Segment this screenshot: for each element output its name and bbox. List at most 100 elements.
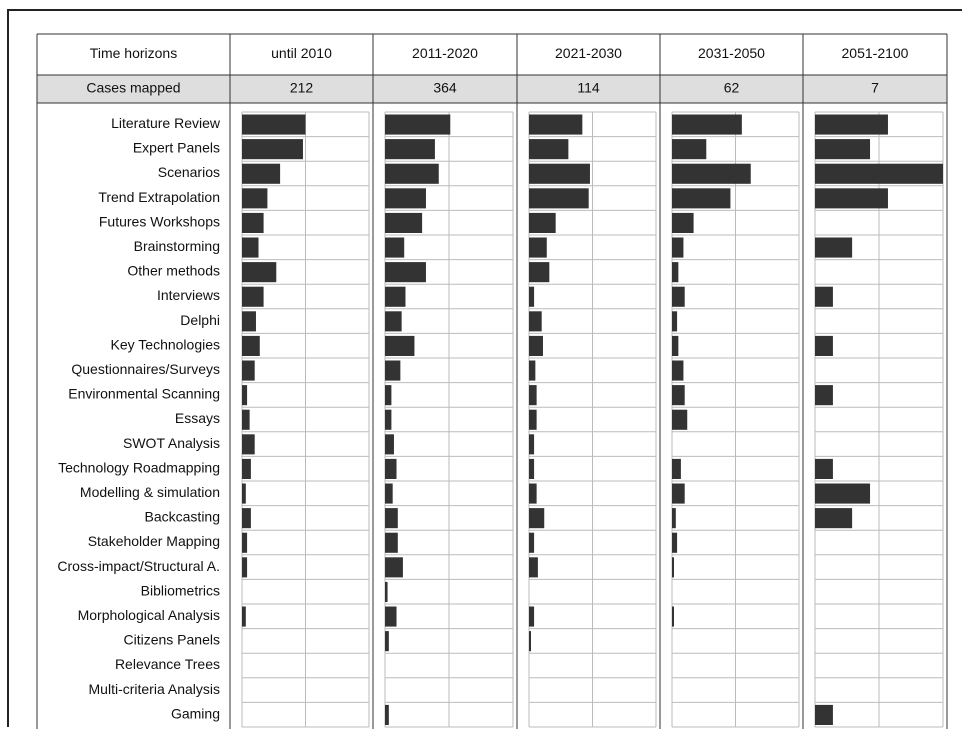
cases-mapped-value: 364 (433, 80, 457, 96)
method-label: Other methods (127, 263, 220, 279)
bar (242, 360, 255, 381)
bar (385, 385, 392, 406)
bar (242, 483, 246, 504)
method-label: SWOT Analysis (123, 435, 220, 451)
bar (672, 360, 684, 381)
bar (385, 237, 405, 258)
bar (385, 434, 394, 455)
bar (672, 606, 674, 627)
bar (242, 532, 248, 553)
cases-mapped-value: 114 (577, 80, 600, 96)
bar (529, 532, 535, 553)
bar (242, 557, 248, 578)
method-label: Key Technologies (111, 336, 220, 352)
bar (242, 286, 264, 307)
bar (385, 458, 397, 479)
horizon-header: 2011-2020 (412, 45, 478, 61)
figure-frame: Time horizons Cases mapped until 2010 212 20… (7, 9, 962, 729)
bar (242, 212, 264, 233)
bar (529, 360, 536, 381)
bar (242, 458, 251, 479)
method-label: Literature Review (111, 115, 221, 131)
header-label: Time horizons (90, 45, 177, 61)
bar (529, 508, 545, 529)
cases-mapped-label: Cases mapped (86, 80, 180, 96)
bar (815, 163, 943, 184)
method-label: Backcasting (145, 509, 220, 525)
bar (672, 532, 678, 553)
bar (815, 114, 888, 135)
method-label: Expert Panels (133, 140, 220, 156)
bar (242, 508, 251, 529)
method-label: Futures Workshops (99, 213, 220, 229)
bar (672, 163, 751, 184)
bar (385, 286, 406, 307)
bar (672, 114, 742, 135)
cases-mapped-value: 7 (871, 80, 879, 96)
bar (672, 557, 674, 578)
bar (242, 385, 248, 406)
bar (815, 335, 833, 356)
bar (672, 483, 685, 504)
cases-mapped-value: 62 (724, 80, 740, 96)
bar (672, 335, 679, 356)
horizon-header: 2031-2050 (698, 45, 765, 61)
bar (385, 139, 435, 160)
bar (672, 188, 731, 209)
bar (815, 237, 853, 258)
bar (815, 139, 871, 160)
bar (815, 483, 871, 504)
cases-mapped-value: 212 (290, 80, 314, 96)
method-label: Interviews (157, 287, 220, 303)
bar (529, 139, 569, 160)
bar (529, 237, 547, 258)
bar (385, 188, 426, 209)
bar (672, 458, 681, 479)
bar (529, 458, 535, 479)
bar (815, 704, 833, 725)
bar (242, 434, 255, 455)
bar (529, 557, 538, 578)
bar (385, 508, 398, 529)
bar (672, 409, 688, 430)
bar (672, 262, 679, 283)
bar (529, 434, 535, 455)
bar (529, 212, 556, 233)
bar (529, 631, 531, 652)
method-label: Relevance Trees (115, 656, 220, 672)
bar (385, 212, 423, 233)
bar (385, 483, 393, 504)
horizon-header: 2021-2030 (555, 45, 622, 61)
bar (672, 508, 676, 529)
methods-by-horizon-chart: Time horizons Cases mapped until 2010 212 20… (36, 33, 948, 729)
bar (242, 163, 281, 184)
bar (529, 606, 535, 627)
bar (815, 286, 833, 307)
bar (385, 631, 389, 652)
bar (672, 311, 678, 332)
method-label: Modelling & simulation (80, 484, 220, 500)
bar (672, 385, 685, 406)
horizon-header: until 2010 (271, 45, 332, 61)
bar (242, 311, 256, 332)
bar (385, 704, 389, 725)
bar (529, 188, 589, 209)
bar (242, 139, 303, 160)
bar (529, 483, 537, 504)
method-label: Gaming (171, 705, 220, 721)
bar (242, 188, 268, 209)
bar (385, 163, 439, 184)
bar (815, 508, 853, 529)
method-label: Citizens Panels (124, 632, 221, 648)
bar (385, 581, 388, 602)
bar (385, 409, 392, 430)
method-label: Brainstorming (134, 238, 220, 254)
bar (672, 212, 694, 233)
bar (529, 311, 542, 332)
bar (529, 114, 583, 135)
method-label: Technology Roadmapping (58, 459, 220, 475)
bar (815, 458, 833, 479)
bar (242, 114, 306, 135)
bar (672, 139, 707, 160)
bar (529, 385, 537, 406)
